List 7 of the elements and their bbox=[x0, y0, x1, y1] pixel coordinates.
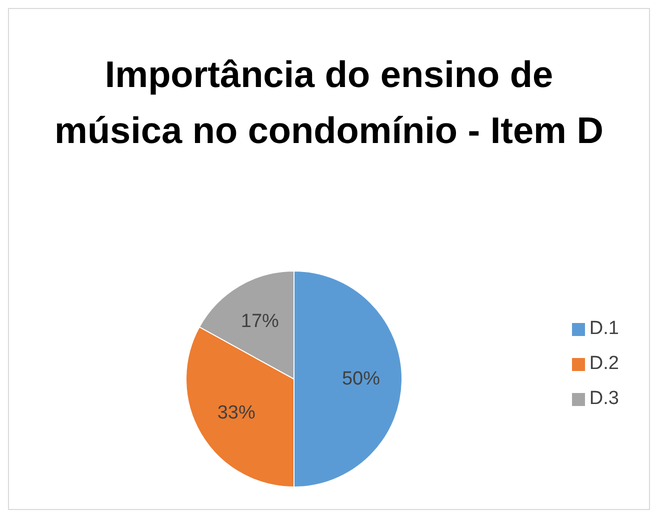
data-label: 50% bbox=[342, 368, 380, 390]
data-label: 17% bbox=[240, 310, 280, 332]
chart-title: Importância do ensino de música no condomínio - Item D bbox=[54, 53, 604, 153]
legend-label: D.2 bbox=[589, 352, 619, 374]
legend-label: D.1 bbox=[589, 318, 619, 338]
legend-label: D.3 bbox=[589, 388, 619, 408]
data-label: 33% bbox=[217, 402, 256, 424]
